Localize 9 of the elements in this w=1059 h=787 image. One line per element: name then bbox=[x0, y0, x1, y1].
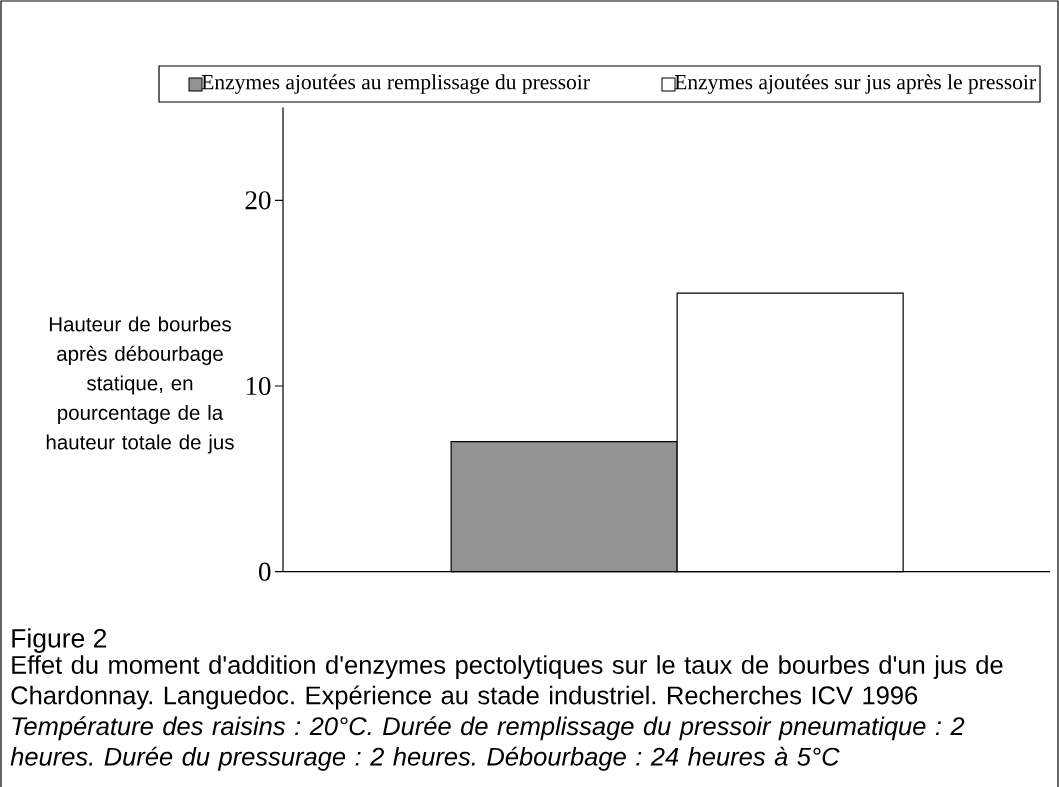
y-axis-title: Hauteur de bourbes après débourbage statique, en pourcentage de la hauteur totale de jus bbox=[46, 316, 234, 454]
text: Effet du moment d'addition d'enzymes pectolytiques sur le taux de bourbes d'un jus de Chardonnay. Languedoc. Expérience au stade industriel. Recherches ICV 1996 bbox=[11, 655, 1003, 710]
text: Température des raisins : 20°C. Durée de remplissage du pressoir pneumatique : 2 heures. Durée du pressurage : 2 heures. Débourbage : 24 heures à 5°C bbox=[10, 716, 965, 771]
legend-label: Enzymes ajoutées au remplissage du pressoir bbox=[201, 74, 590, 94]
y-tick-label: 10 bbox=[246, 376, 271, 396]
y-tick-label: 0 bbox=[259, 562, 271, 581]
y-tick-label: 20 bbox=[245, 191, 271, 210]
legend-label: Enzymes ajoutées sur jus après le pressoir bbox=[674, 74, 1036, 94]
text: Figure 2 bbox=[12, 628, 107, 653]
